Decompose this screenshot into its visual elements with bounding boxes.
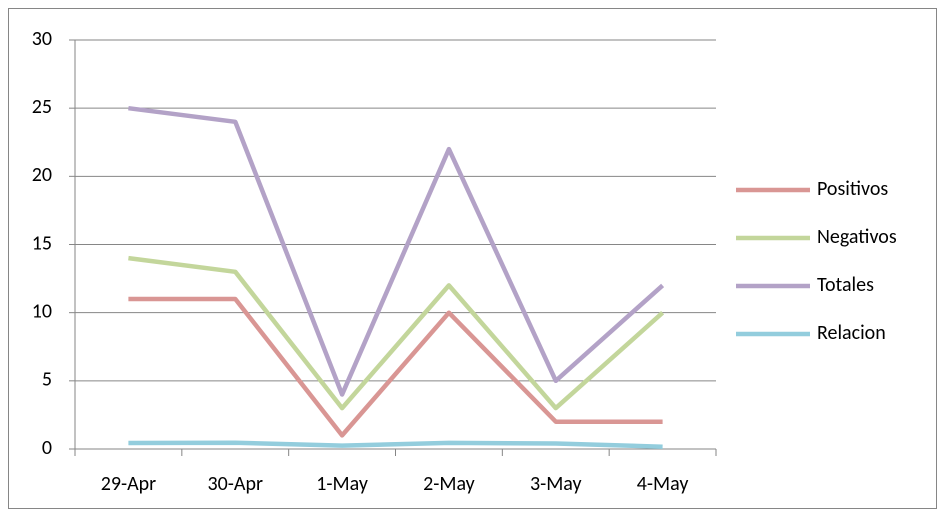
chart-frame [8, 8, 937, 509]
y-tick-label: 5 [42, 368, 52, 392]
series-line [128, 255, 665, 411]
legend-label: Positivos [817, 177, 888, 201]
x-tick-label: 2-May [423, 472, 475, 496]
x-tick-label: 30-Apr [208, 472, 263, 496]
legend-label: Relacion [817, 321, 886, 345]
legend-label: Totales [817, 273, 874, 297]
y-tick-label: 20 [32, 163, 52, 187]
series-line [128, 296, 663, 438]
series-line [128, 440, 663, 449]
y-tick-label: 0 [42, 436, 52, 460]
series-line [128, 105, 665, 397]
legend-label: Negativos [817, 225, 897, 249]
x-tick-label: 29-Apr [101, 472, 156, 496]
y-tick-label: 10 [32, 299, 52, 323]
x-tick-label: 1-May [316, 472, 368, 496]
x-tick-label: 4-May [637, 472, 689, 496]
x-tick-label: 3-May [530, 472, 582, 496]
y-tick-label: 25 [32, 95, 52, 119]
y-tick-label: 15 [32, 231, 52, 255]
y-tick-label: 30 [32, 27, 52, 51]
